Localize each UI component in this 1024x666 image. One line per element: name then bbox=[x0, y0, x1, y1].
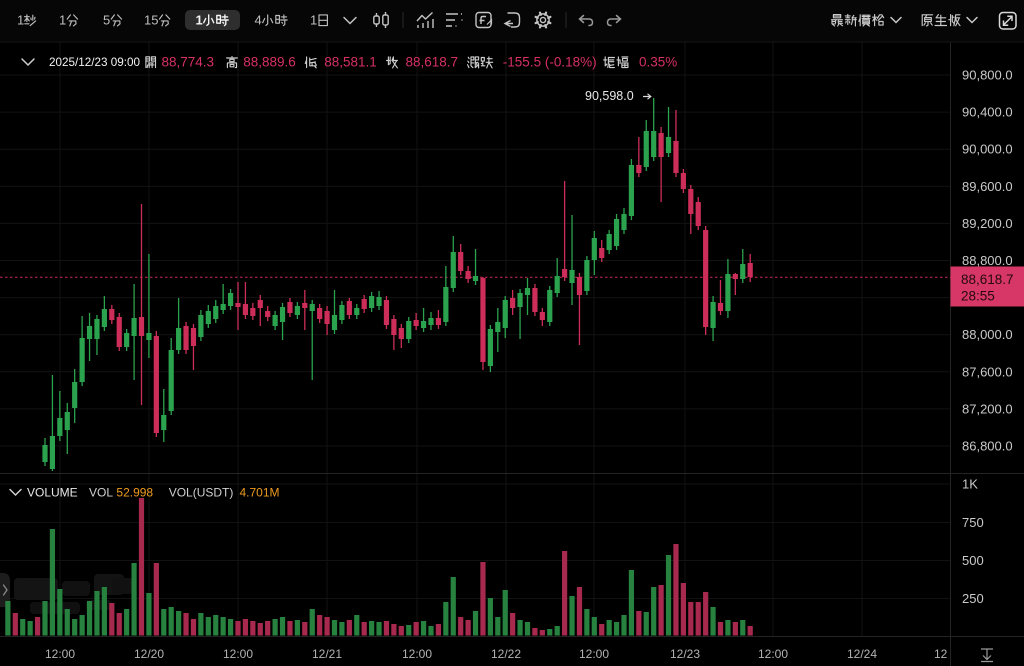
svg-text:2025/12/23 09:00: 2025/12/23 09:00 bbox=[49, 56, 140, 69]
svg-text:88,800.0: 88,800.0 bbox=[962, 253, 1013, 268]
svg-text:12/24: 12/24 bbox=[847, 647, 877, 661]
svg-text:VOL: VOL bbox=[89, 486, 113, 500]
svg-text:88,581.1: 88,581.1 bbox=[324, 55, 377, 70]
svg-text:12/21: 12/21 bbox=[312, 647, 342, 661]
svg-text:88,889.6: 88,889.6 bbox=[243, 55, 296, 70]
svg-text:12: 12 bbox=[934, 647, 948, 661]
svg-text:1K: 1K bbox=[962, 477, 978, 492]
svg-text:88,774.3: 88,774.3 bbox=[162, 55, 215, 70]
svg-text:1: 1 bbox=[310, 13, 317, 28]
svg-text:12:00: 12:00 bbox=[579, 647, 609, 661]
svg-text:12:00: 12:00 bbox=[45, 647, 75, 661]
svg-text:12/20: 12/20 bbox=[134, 647, 164, 661]
svg-text:52.998: 52.998 bbox=[116, 486, 153, 500]
svg-text:86,800.0: 86,800.0 bbox=[962, 439, 1013, 454]
svg-text:1: 1 bbox=[196, 13, 203, 28]
svg-text:90,400.0: 90,400.0 bbox=[962, 105, 1013, 120]
svg-text:250: 250 bbox=[962, 591, 984, 606]
svg-text:500: 500 bbox=[962, 553, 984, 568]
svg-text:12:00: 12:00 bbox=[402, 647, 432, 661]
svg-text:12:00: 12:00 bbox=[223, 647, 253, 661]
svg-text:1: 1 bbox=[59, 13, 66, 28]
svg-text:87,200.0: 87,200.0 bbox=[962, 401, 1013, 416]
svg-text:VOLUME: VOLUME bbox=[27, 486, 78, 500]
svg-text:12/22: 12/22 bbox=[491, 647, 521, 661]
svg-text:90,598.0: 90,598.0 bbox=[585, 89, 634, 103]
svg-text:12:00: 12:00 bbox=[758, 647, 788, 661]
svg-text:750: 750 bbox=[962, 515, 984, 530]
svg-text:90,000.0: 90,000.0 bbox=[962, 142, 1013, 157]
svg-text:0.35%: 0.35% bbox=[639, 55, 677, 70]
svg-text:28:55: 28:55 bbox=[961, 289, 995, 304]
svg-text:4.701M: 4.701M bbox=[240, 486, 280, 500]
svg-text:90,800.0: 90,800.0 bbox=[962, 68, 1013, 83]
svg-text:88,618.7: 88,618.7 bbox=[961, 272, 1014, 287]
svg-text:12/23: 12/23 bbox=[670, 647, 700, 661]
svg-text:5: 5 bbox=[103, 13, 110, 28]
svg-text:VOL(USDT): VOL(USDT) bbox=[169, 486, 234, 500]
svg-text:-155.5 (-0.18%): -155.5 (-0.18%) bbox=[503, 55, 597, 70]
svg-text:88,618.7: 88,618.7 bbox=[406, 55, 459, 70]
svg-text:4: 4 bbox=[255, 13, 262, 28]
svg-text:89,200.0: 89,200.0 bbox=[962, 216, 1013, 231]
svg-text:87,600.0: 87,600.0 bbox=[962, 364, 1013, 379]
svg-text:88,000.0: 88,000.0 bbox=[962, 327, 1013, 342]
svg-text:15: 15 bbox=[144, 13, 158, 28]
svg-text:1: 1 bbox=[17, 13, 24, 28]
svg-text:89,600.0: 89,600.0 bbox=[962, 179, 1013, 194]
